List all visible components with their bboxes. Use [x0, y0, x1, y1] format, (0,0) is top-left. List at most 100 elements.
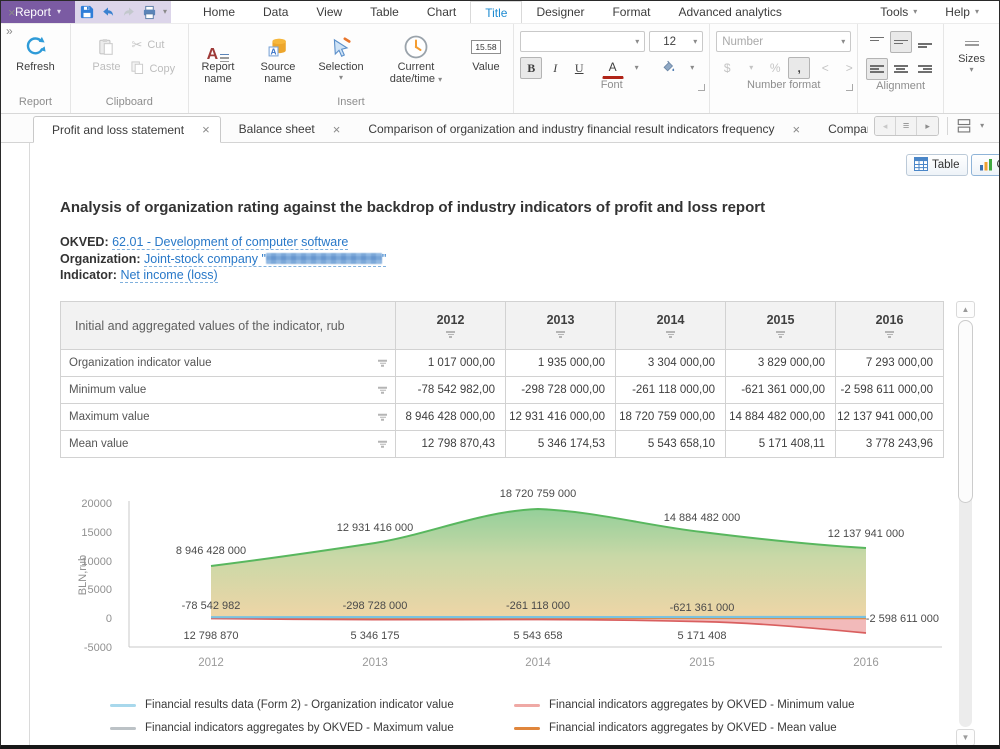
x-tick: 2016: [853, 657, 879, 669]
report-name-button[interactable]: A Report name: [192, 29, 244, 96]
selection-button[interactable]: Selection ▾: [312, 29, 370, 96]
filter-icon[interactable]: [446, 331, 455, 338]
italic-button[interactable]: I: [544, 57, 566, 79]
menu-help[interactable]: Help ▾: [931, 1, 993, 23]
currency-button[interactable]: $: [716, 57, 738, 79]
okved-row: OKVED: 62.01 - Development of computer s…: [60, 234, 386, 251]
tab-close-icon[interactable]: ×: [332, 121, 341, 137]
indicator-link[interactable]: Net income (loss): [120, 268, 218, 283]
organization-link[interactable]: Joint-stock company " ": [144, 251, 387, 267]
halign-left-button[interactable]: [865, 58, 888, 80]
number-format-select[interactable]: Number ▾: [716, 31, 852, 52]
filter-icon[interactable]: [556, 331, 565, 338]
group-label-font: Font: [514, 79, 709, 96]
source-name-button[interactable]: A Source name: [252, 29, 304, 96]
ribbon-group-alignment: Alignment: [858, 24, 945, 113]
menu-tools[interactable]: Tools ▾: [866, 1, 931, 23]
menu-table[interactable]: Table: [370, 5, 399, 19]
organization-label: Organization:: [60, 251, 141, 266]
filter-icon[interactable]: [378, 386, 387, 394]
chevron-down-icon: ▾: [974, 7, 979, 16]
tab-list-button[interactable]: ≡: [896, 117, 918, 135]
percent-button[interactable]: %: [764, 57, 786, 79]
bold-button[interactable]: B: [520, 57, 543, 79]
report-menu-button[interactable]: Report ▾: [1, 1, 75, 23]
scrollbar-up-button[interactable]: ▲: [956, 301, 975, 318]
tab-close-icon[interactable]: ×: [202, 122, 210, 137]
align-left-icon: [869, 64, 884, 75]
valign-middle-button[interactable]: [889, 31, 912, 53]
tab-label: Profit and loss statement: [52, 122, 185, 137]
valign-top-button[interactable]: [866, 31, 888, 53]
fill-color-button[interactable]: [657, 57, 679, 79]
cut-button[interactable]: ✂ Cut: [131, 37, 175, 53]
tab-scroll-left-button[interactable]: ◂: [875, 117, 897, 135]
table-row: Minimum value -78 542 982,00 -298 728 00…: [60, 376, 944, 404]
fill-color-dropdown[interactable]: ▾: [681, 57, 703, 79]
filter-icon[interactable]: [666, 331, 675, 338]
currency-dropdown[interactable]: ▾: [740, 57, 762, 79]
split-view-icon[interactable]: [956, 118, 972, 134]
menu-title[interactable]: Title: [470, 1, 523, 23]
expand-pane-icon[interactable]: »: [6, 24, 13, 38]
legend-label: Financial indicators aggregates by OKVED…: [549, 699, 855, 711]
okved-link[interactable]: 62.01 - Development of computer software: [112, 235, 349, 250]
scrollbar-thumb[interactable]: [958, 320, 973, 503]
table-view-button[interactable]: Table: [906, 154, 968, 176]
scrollbar-down-button[interactable]: ▼: [956, 729, 975, 745]
undo-icon[interactable]: [100, 4, 116, 20]
tab-comparison-truncated[interactable]: Comparis: [810, 116, 868, 142]
sizes-button[interactable]: Sizes ▾: [949, 29, 995, 96]
save-icon[interactable]: [79, 4, 95, 20]
tab-scroll-right-button[interactable]: ▸: [917, 117, 939, 135]
tab-close-icon[interactable]: ×: [792, 121, 801, 137]
valign-bottom-button[interactable]: [914, 31, 936, 53]
current-datetime-button[interactable]: Current date/time ▾: [378, 29, 454, 96]
comma-button[interactable]: ,: [788, 57, 811, 79]
filter-icon[interactable]: [885, 331, 894, 338]
value-button[interactable]: 15.58 Value: [462, 29, 510, 96]
font-color-dropdown[interactable]: ▾: [626, 57, 648, 79]
menu-advanced-analytics[interactable]: Advanced analytics: [678, 5, 782, 19]
font-size-select[interactable]: 12 ▾: [649, 31, 704, 52]
okved-label: OKVED:: [60, 235, 109, 249]
copy-button[interactable]: Copy: [131, 61, 175, 77]
halign-center-button[interactable]: [890, 58, 912, 80]
report-name-label: Report name: [201, 61, 235, 85]
table-header-row: Initial and aggregated values of the ind…: [60, 301, 944, 350]
decrease-decimal-button[interactable]: <: [814, 57, 836, 79]
paste-button[interactable]: Paste: [83, 29, 129, 96]
view-dropdown-icon[interactable]: ▾: [980, 121, 985, 130]
menu-home[interactable]: Home: [203, 5, 236, 19]
print-dropdown-icon[interactable]: ▾: [162, 7, 167, 16]
filter-icon[interactable]: [378, 413, 387, 421]
font-color-button[interactable]: A: [601, 58, 624, 79]
year-column-header: 2013: [505, 301, 616, 350]
increase-decimal-button[interactable]: >: [838, 57, 860, 79]
halign-right-button[interactable]: [914, 58, 936, 80]
filter-icon[interactable]: [378, 359, 387, 367]
tab-comparison-frequency[interactable]: Comparison of organization and industry …: [350, 116, 810, 142]
menu-view[interactable]: View: [316, 5, 343, 19]
close-pane-icon[interactable]: ×: [8, 5, 16, 20]
tab-balance-sheet[interactable]: Balance sheet ×: [221, 116, 351, 142]
print-icon[interactable]: [142, 4, 158, 20]
menu-format[interactable]: Format: [612, 5, 651, 19]
number-dialog-launcher-icon[interactable]: [846, 84, 854, 91]
font-dialog-launcher-icon[interactable]: [698, 84, 706, 91]
chevron-down-icon: ▾: [841, 36, 846, 46]
menu-chart[interactable]: Chart: [426, 5, 457, 19]
x-tick: 2013: [362, 657, 388, 669]
sheet-tab-bar: Profit and loss statement × Balance shee…: [1, 114, 999, 143]
underline-button[interactable]: U: [568, 57, 590, 79]
menu-designer[interactable]: Designer: [536, 5, 585, 19]
redo-icon[interactable]: [121, 4, 137, 20]
refresh-button[interactable]: Refresh: [5, 29, 65, 96]
filter-icon[interactable]: [378, 440, 387, 448]
filter-icon[interactable]: [776, 331, 785, 338]
font-name-select[interactable]: ▾: [520, 31, 646, 52]
legend-item: Financial results data (Form 2) - Organi…: [110, 699, 514, 711]
tab-profit-and-loss[interactable]: Profit and loss statement ×: [33, 116, 221, 143]
chart-view-button[interactable]: Chart: [970, 154, 999, 176]
menu-data[interactable]: Data: [263, 5, 289, 19]
